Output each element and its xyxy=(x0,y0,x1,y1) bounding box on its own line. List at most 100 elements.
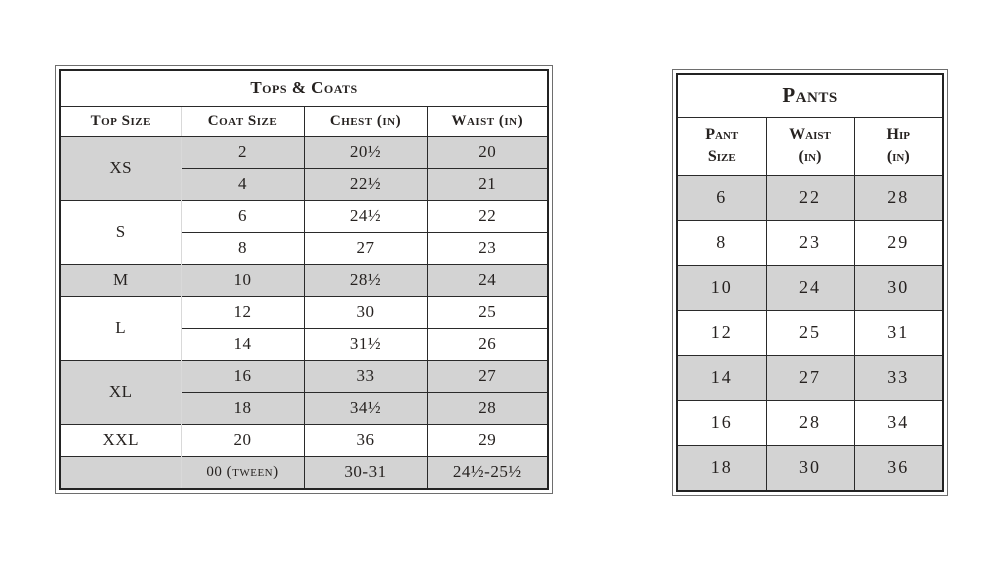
col-header-waist: Waist (in) xyxy=(765,117,854,176)
coat-size-cell: 12 xyxy=(180,295,304,328)
pants-table: Pants Pant Size Waist (in) Hip (in) 6 22 xyxy=(678,75,943,490)
pant-size-cell: 8 xyxy=(678,219,766,265)
chest-cell: 30 xyxy=(303,295,427,328)
waist-cell: 21 xyxy=(426,167,548,200)
top-size-cell: S xyxy=(61,199,181,264)
table-row: 6 22 28 xyxy=(678,174,943,220)
table-row: L 12 30 25 xyxy=(61,295,548,360)
top-size-cell xyxy=(61,455,181,488)
coat-size-cell: 14 xyxy=(180,327,304,360)
hip-cell: 36 xyxy=(853,444,943,490)
hip-cell: 34 xyxy=(853,399,943,445)
tops-coats-inner-border: Tops & Coats Top Size Coat Size Chest (i… xyxy=(59,69,550,490)
chest-cell: 33 xyxy=(303,359,427,392)
header-line: Waist xyxy=(789,126,831,144)
table-row: XL 16 33 27 xyxy=(61,359,548,424)
waist-cell: 27 xyxy=(765,354,854,400)
table-row: 8 27 23 xyxy=(61,231,548,264)
table-row: 4 22½ 21 xyxy=(61,167,548,200)
pant-size-cell: 18 xyxy=(678,444,766,490)
pant-size-cell: 10 xyxy=(678,264,766,310)
coat-size-cell: 2 xyxy=(180,135,304,168)
waist-cell: 30 xyxy=(765,444,854,490)
waist-cell: 29 xyxy=(426,423,548,456)
table-row: 14 27 33 xyxy=(678,354,943,400)
top-size-cell: XL xyxy=(61,359,181,424)
chest-cell: 28½ xyxy=(303,263,427,296)
chest-cell: 30-31 xyxy=(303,455,427,488)
header-line: (in) xyxy=(886,148,910,165)
chest-cell: 36 xyxy=(303,423,427,456)
col-header-pant-size: Pant Size xyxy=(678,117,766,176)
col-header-waist: Waist (in) xyxy=(426,106,548,137)
col-header-chest: Chest (in) xyxy=(303,106,427,137)
top-size-cell: XS xyxy=(61,135,181,200)
waist-cell: 25 xyxy=(765,309,854,355)
coat-size-cell: 4 xyxy=(180,167,304,200)
chest-cell: 31½ xyxy=(303,327,427,360)
chest-cell: 20½ xyxy=(303,135,427,168)
waist-cell: 24 xyxy=(426,263,548,296)
table-row: S 6 24½ 22 xyxy=(61,199,548,264)
waist-cell: 26 xyxy=(426,327,548,360)
tops-coats-panel: Tops & Coats Top Size Coat Size Chest (i… xyxy=(55,65,554,494)
waist-cell: 24½-25½ xyxy=(426,455,548,488)
waist-cell: 25 xyxy=(426,295,548,328)
coat-size-cell: 16 xyxy=(180,359,304,392)
header-line: Pant xyxy=(705,126,739,144)
hip-cell: 33 xyxy=(853,354,943,400)
col-header-top-size: Top Size xyxy=(61,106,181,137)
waist-cell: 28 xyxy=(426,391,548,424)
col-header-hip: Hip (in) xyxy=(853,117,943,176)
pants-title: Pants xyxy=(678,75,943,118)
table-row: XXL 20 36 29 xyxy=(61,423,548,456)
table-row: 18 34½ 28 xyxy=(61,391,548,424)
table-row: 14 31½ 26 xyxy=(61,327,548,360)
top-size-cell: XXL xyxy=(61,423,181,456)
coat-size-cell: 20 xyxy=(180,423,304,456)
waist-cell: 23 xyxy=(765,219,854,265)
table-row: XS 2 20½ 20 xyxy=(61,135,548,200)
chest-cell: 24½ xyxy=(303,199,427,232)
waist-cell: 22 xyxy=(765,174,854,220)
pants-panel: Pants Pant Size Waist (in) Hip (in) 6 22 xyxy=(672,69,949,496)
top-size-cell: M xyxy=(61,263,181,296)
tops-coats-title: Tops & Coats xyxy=(61,71,548,107)
chest-cell: 27 xyxy=(303,231,427,264)
hip-cell: 30 xyxy=(853,264,943,310)
table-row: 16 28 34 xyxy=(678,399,943,445)
waist-cell: 27 xyxy=(426,359,548,392)
chest-cell: 34½ xyxy=(303,391,427,424)
pants-inner-border: Pants Pant Size Waist (in) Hip (in) 6 22 xyxy=(676,73,945,492)
table-row: 10 24 30 xyxy=(678,264,943,310)
col-header-coat-size: Coat Size xyxy=(180,106,304,137)
coat-size-cell: 6 xyxy=(180,199,304,232)
hip-cell: 28 xyxy=(853,174,943,220)
waist-cell: 22 xyxy=(426,199,548,232)
header-line: Hip xyxy=(886,126,910,144)
waist-cell: 28 xyxy=(765,399,854,445)
top-size-cell: L xyxy=(61,295,181,360)
pant-size-cell: 14 xyxy=(678,354,766,400)
chest-cell: 22½ xyxy=(303,167,427,200)
table-row: 18 30 36 xyxy=(678,444,943,490)
coat-size-cell: 00 (tween) xyxy=(180,455,304,488)
tops-coats-table: Tops & Coats Top Size Coat Size Chest (i… xyxy=(61,71,548,488)
table-row: 12 25 31 xyxy=(678,309,943,355)
waist-cell: 23 xyxy=(426,231,548,264)
waist-cell: 20 xyxy=(426,135,548,168)
table-row: 8 23 29 xyxy=(678,219,943,265)
header-line: Size xyxy=(707,148,736,165)
hip-cell: 29 xyxy=(853,219,943,265)
coat-size-cell: 10 xyxy=(180,263,304,296)
hip-cell: 31 xyxy=(853,309,943,355)
coat-size-cell: 8 xyxy=(180,231,304,264)
pant-size-cell: 6 xyxy=(678,174,766,220)
header-line: (in) xyxy=(798,148,822,165)
pant-size-cell: 16 xyxy=(678,399,766,445)
table-row: M 10 28½ 24 xyxy=(61,263,548,296)
table-row: 00 (tween) 30-31 24½-25½ xyxy=(61,455,548,488)
pant-size-cell: 12 xyxy=(678,309,766,355)
coat-size-cell: 18 xyxy=(180,391,304,424)
waist-cell: 24 xyxy=(765,264,854,310)
